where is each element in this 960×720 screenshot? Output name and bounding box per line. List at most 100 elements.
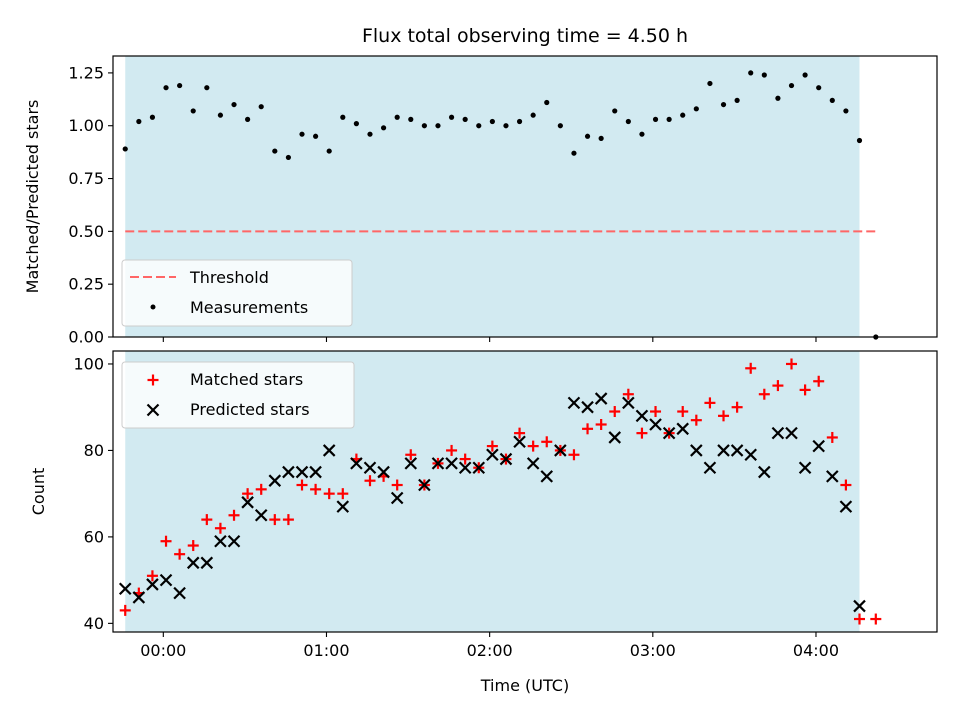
matched-star-point	[527, 440, 539, 452]
bottom-y-tick-label: 40	[84, 614, 104, 633]
bottom-axes-frame	[112, 350, 938, 633]
top-y-tick-label: 0.75	[68, 169, 104, 188]
predicted-star-point	[853, 599, 866, 613]
matched-star-point	[214, 522, 226, 534]
measurement-point	[598, 135, 604, 141]
predicted-star-point-b	[540, 470, 554, 483]
measurement-point	[217, 112, 224, 118]
predicted-star-point-b	[118, 582, 132, 596]
measurement-point	[666, 116, 672, 122]
predicted-star-point	[254, 508, 268, 522]
predicted-star-point	[282, 465, 295, 479]
predicted-star-point-b	[268, 474, 282, 487]
matched-star-point	[813, 375, 825, 387]
predicted-stars-series	[118, 392, 866, 613]
matched-star-point	[799, 384, 811, 396]
predicted-star-point-b	[594, 392, 608, 405]
matched-star-point	[677, 406, 689, 418]
matched-star-point	[595, 418, 607, 430]
matched-star-point	[582, 423, 594, 435]
predicted-star-point	[839, 500, 853, 513]
predicted-star-point	[635, 409, 649, 423]
matched-star-point	[337, 488, 349, 500]
predicted-star-point	[377, 465, 390, 479]
predicted-star-point	[581, 400, 594, 414]
measurement-point	[326, 148, 332, 154]
chart-title: Flux total observing time = 4.50 h	[362, 25, 688, 47]
measurement-point	[530, 112, 536, 118]
bottom-y-tick-label: 100	[73, 354, 104, 373]
measurement-point	[163, 85, 169, 91]
predicted-star-point	[186, 556, 200, 570]
predicted-star-point	[445, 457, 458, 470]
legend-matched-marker	[147, 374, 159, 386]
predicted-star-point	[132, 591, 146, 604]
predicted-star-point-b	[812, 439, 825, 453]
bottom-legend: Matched stars Predicted stars	[121, 361, 355, 429]
measurement-point	[380, 125, 387, 131]
measurement-point	[516, 118, 523, 125]
predicted-star-point-b	[390, 491, 404, 505]
matched-star-point	[568, 449, 580, 461]
predicted-star-point-b	[826, 470, 839, 483]
top-axes-frame	[112, 55, 938, 338]
measurement-point	[489, 118, 495, 125]
legend-measurements-swatch	[150, 304, 156, 310]
bottom-x-tick-label: 03:00	[630, 641, 676, 660]
bottom-y-axis-ticks: 40 60 80 100	[73, 354, 113, 633]
predicted-star-point	[458, 461, 472, 475]
measurement-point	[394, 114, 400, 120]
predicted-star-point-b	[336, 500, 350, 513]
measurement-point	[761, 72, 767, 78]
predicted-star-point-b	[241, 496, 254, 509]
measurement-point	[612, 108, 618, 114]
matched-star-point	[296, 479, 308, 491]
predicted-star-point	[499, 452, 513, 466]
top-y-tick-label: 1.25	[68, 63, 104, 82]
top-y-tick-label: 0.50	[68, 222, 104, 241]
predicted-star-point	[649, 418, 662, 431]
predicted-star-point	[309, 465, 322, 479]
predicted-star-point-b	[730, 444, 744, 457]
matched-star-point	[622, 388, 634, 400]
matched-star-point	[704, 397, 716, 409]
matched-star-point	[636, 427, 648, 439]
predicted-star-point-b	[173, 586, 186, 600]
predicted-star-point-b	[771, 426, 785, 440]
predicted-star-point-b	[662, 426, 676, 440]
matched-star-point	[405, 449, 417, 461]
matched-star-point	[514, 427, 526, 439]
predicted-star-point-b	[418, 478, 431, 492]
predicted-star-point	[594, 392, 608, 405]
matched-star-point	[731, 401, 743, 413]
predicted-star-point	[758, 465, 771, 479]
measurements-series	[122, 70, 879, 340]
predicted-star-point	[431, 457, 445, 470]
legend-threshold-label: Threshold	[189, 268, 269, 287]
predicted-star-point	[268, 474, 282, 487]
predicted-star-point	[717, 444, 730, 457]
measurement-point	[544, 99, 550, 106]
top-y-tick-label: 1.00	[68, 116, 104, 135]
top-y-tick-label: 0.25	[68, 275, 104, 294]
predicted-star-point	[662, 426, 676, 440]
matched-star-point	[459, 453, 471, 465]
matched-star-point	[269, 514, 281, 526]
bottom-y-tick-label: 60	[84, 527, 104, 546]
predicted-star-point	[322, 444, 336, 457]
legend-matched-swatch	[147, 374, 159, 386]
matched-star-point	[174, 548, 186, 560]
bottom-x-tick-label: 04:00	[793, 641, 839, 660]
matched-star-point	[826, 431, 838, 443]
measurement-point	[557, 123, 563, 129]
predicted-star-point	[173, 586, 186, 600]
matched-star-point	[446, 444, 458, 456]
predicted-star-point-b	[472, 461, 486, 475]
predicted-star-point-b	[758, 465, 771, 479]
predicted-star-point	[350, 457, 363, 470]
predicted-star-point-b	[839, 500, 853, 513]
top-y-axis-ticks: 0.00 0.25 0.50 0.75 1.00 1.25	[68, 63, 113, 347]
matched-star-point	[119, 604, 131, 616]
bottom-y-axis-label: Count	[29, 468, 48, 516]
